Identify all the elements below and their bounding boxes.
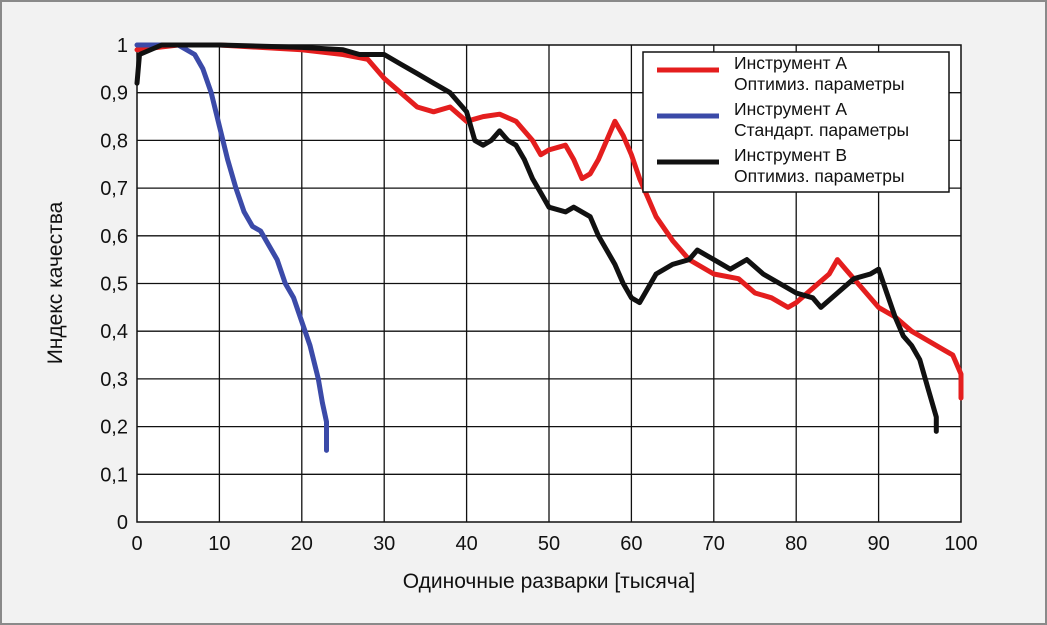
y-tick-label: 0,6 <box>100 226 128 248</box>
y-tick-label: 0,5 <box>100 274 128 296</box>
y-axis-label: Индекс качества <box>44 201 67 364</box>
x-tick-label: 0 <box>131 533 142 555</box>
y-tick-label: 0,7 <box>100 178 128 200</box>
x-tick-label: 40 <box>455 533 477 555</box>
x-tick-label: 90 <box>867 533 889 555</box>
x-tick-label: 30 <box>373 533 395 555</box>
legend-label-3: Инструмент В <box>734 145 847 165</box>
x-tick-label: 10 <box>208 533 230 555</box>
x-tick-label: 70 <box>703 533 725 555</box>
legend-label-1: Инструмент А <box>734 53 847 73</box>
x-tick-label: 80 <box>785 533 807 555</box>
legend-label-2: Стандарт. параметры <box>734 120 909 140</box>
series-line-3 <box>134 42 939 434</box>
legend-label-3: Оптимиз. параметры <box>734 166 905 186</box>
series-lines <box>134 42 964 453</box>
y-tick-label: 0,1 <box>100 464 128 486</box>
x-axis-label: Одиночные разварки [тысяча] <box>403 570 695 593</box>
x-axis-ticks: 0 10 20 30 40 50 60 70 80 90 100 <box>131 533 977 555</box>
x-tick-label: 100 <box>944 533 977 555</box>
x-tick-label: 60 <box>620 533 642 555</box>
y-tick-label: 0,9 <box>100 83 128 105</box>
y-tick-label: 0,3 <box>100 369 128 391</box>
x-tick-label: 50 <box>538 533 560 555</box>
y-tick-label: 0,8 <box>100 130 128 152</box>
y-tick-label: 0,2 <box>100 417 128 439</box>
legend-label-2: Инструмент А <box>734 99 847 119</box>
legend-box <box>642 51 950 193</box>
y-tick-label: 1 <box>117 35 128 57</box>
y-tick-label: 0,4 <box>100 321 128 343</box>
legend-label-1: Оптимиз. параметры <box>734 74 905 94</box>
x-tick-label: 20 <box>291 533 313 555</box>
series-line-2 <box>134 42 329 453</box>
y-tick-label: 0 <box>117 512 128 534</box>
y-axis-ticks: 0 0,1 0,2 0,3 0,4 0,5 0,6 0,7 0,8 0,9 1 <box>100 35 128 534</box>
